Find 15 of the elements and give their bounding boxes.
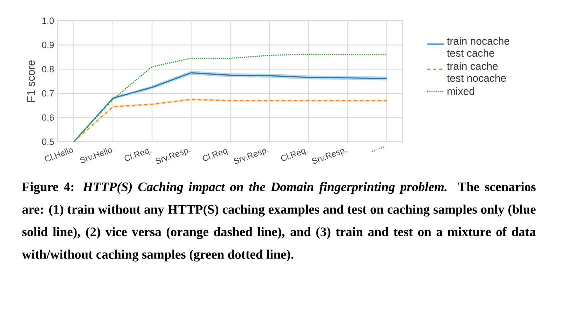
y-tick-label: 0.8 bbox=[42, 66, 54, 73]
y-tick-label: 1.0 bbox=[42, 18, 54, 24]
line-series bbox=[73, 54, 388, 142]
y-tick-label: 0.9 bbox=[42, 42, 54, 48]
x-tick-label: ...... bbox=[372, 146, 384, 152]
x-tick-label: Cl.Req. bbox=[203, 149, 230, 162]
y-axis-title: F1 score bbox=[27, 60, 36, 102]
y-tick-label: 0.7 bbox=[42, 90, 54, 97]
x-tick-label: Cl.Hello bbox=[45, 148, 74, 162]
legend-label: mixed bbox=[448, 87, 474, 96]
x-tick-label: Cl.Req. bbox=[281, 149, 308, 162]
y-tick-label: 0.6 bbox=[42, 114, 54, 121]
x-tick-label: Cl.Req. bbox=[124, 149, 152, 162]
y-tick-label: 0.5 bbox=[42, 138, 54, 146]
caption: Figure 4: HTTP(S) Caching impact on the Domain fingerprinting problem. The scenarios are: (1) train without any HTTP(S) caching examples and test on caching samples only (blue solid line), (2) vice versa (orange dashed line), and (3) train and test on a mixture of data with/without caching samples (green dotted line). bbox=[22, 182, 536, 262]
